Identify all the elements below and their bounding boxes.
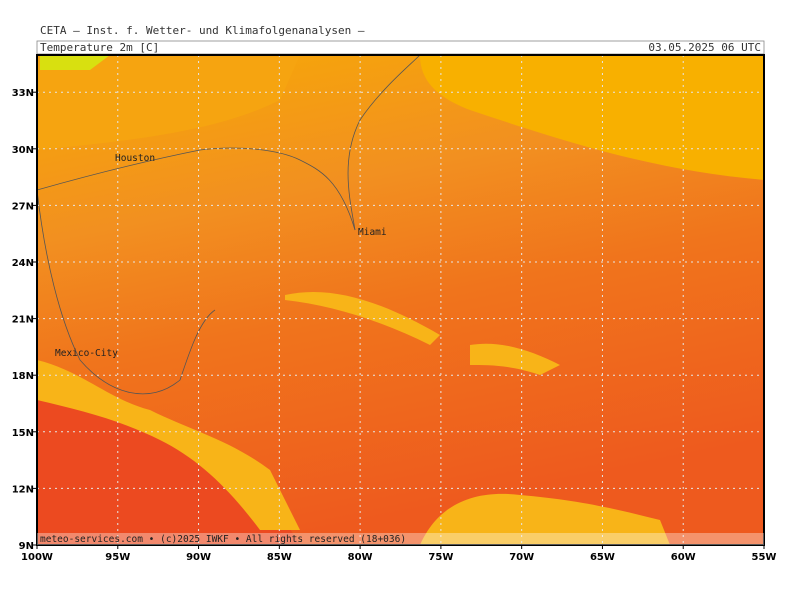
valid-time: 03.05.2025 06 UTC — [648, 41, 761, 54]
lon-label: 100W — [21, 552, 53, 563]
header: CETA – Inst. f. Wetter- und Klimafolgena… — [40, 24, 365, 37]
hispaniola — [470, 343, 560, 375]
lon-label: 90W — [186, 552, 211, 563]
lat-label: 27N — [12, 201, 34, 212]
lat-label: 18N — [12, 371, 34, 382]
city-label: Miami — [358, 227, 387, 238]
cuba — [285, 291, 440, 345]
lat-label: 12N — [12, 484, 34, 495]
lat-label: 15N — [12, 428, 34, 439]
lat-label: 24N — [12, 258, 34, 269]
lon-label: 55W — [752, 552, 777, 563]
hot-zone — [37, 380, 300, 545]
coastline — [37, 147, 356, 231]
footer-bar — [37, 533, 764, 545]
graticule — [37, 55, 764, 545]
city-label: Houston — [115, 153, 155, 164]
warm-zone — [420, 55, 764, 180]
coastline — [347, 55, 421, 231]
lon-label: 85W — [267, 552, 292, 563]
panel-title: Temperature 2m [C] — [40, 41, 159, 54]
lat-label: 30N — [12, 145, 34, 156]
lon-label: 65W — [590, 552, 615, 563]
city-label: Mexico-City — [55, 348, 118, 359]
lat-label: 33N — [12, 88, 34, 99]
lat-label: 9N — [19, 541, 34, 552]
footer: meteo-services.com • (c)2025 IWKF • All … — [40, 534, 406, 545]
land-zone — [37, 360, 300, 530]
lon-label: 75W — [428, 552, 453, 563]
cool-spot — [40, 55, 110, 70]
lon-label: 60W — [671, 552, 696, 563]
lon-label: 95W — [105, 552, 130, 563]
coastline — [37, 189, 216, 395]
south-america — [420, 493, 670, 545]
field — [37, 55, 764, 545]
plot-frame — [36, 54, 765, 546]
lon-label: 80W — [348, 552, 373, 563]
lat-label: 21N — [12, 315, 34, 326]
lon-label: 70W — [509, 552, 534, 563]
warm-zone — [37, 55, 300, 150]
